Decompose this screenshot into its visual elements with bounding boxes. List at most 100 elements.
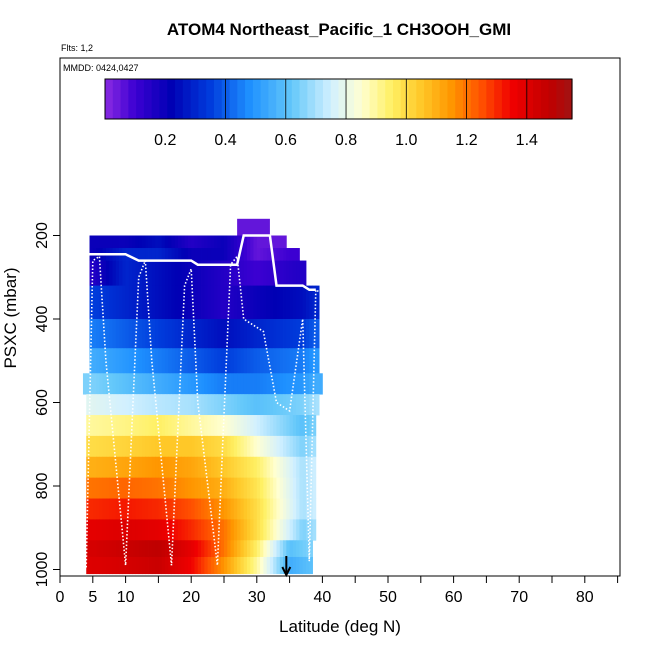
heatmap-cell xyxy=(128,556,133,575)
heatmap-cell xyxy=(194,285,199,320)
heatmap-cell xyxy=(279,348,284,374)
heatmap-cell xyxy=(306,319,310,349)
heatmap-cell xyxy=(217,498,222,520)
heatmap-cell xyxy=(158,248,163,261)
heatmap-cell xyxy=(86,456,90,479)
heatmap-cell xyxy=(210,415,215,437)
heatmap-cell xyxy=(256,540,261,558)
heatmap-cell xyxy=(145,319,149,349)
heatmap-cell xyxy=(299,285,304,320)
heatmap-cell xyxy=(286,498,290,520)
heatmap-cell xyxy=(184,415,189,437)
heatmap-cell xyxy=(240,260,245,286)
heatmap-cell xyxy=(191,456,195,479)
heatmap-cell xyxy=(253,415,258,437)
heatmap-cell xyxy=(119,435,123,458)
flights-label: Flts: 1,2 xyxy=(61,43,93,53)
heatmap-cell xyxy=(269,498,274,520)
heatmap-cell xyxy=(168,248,172,261)
colorbar-tick-label: 0.6 xyxy=(275,132,297,149)
heatmap-cell xyxy=(243,285,248,320)
heatmap-cell xyxy=(171,235,176,249)
heatmap-cell xyxy=(168,319,172,349)
heatmap-cell xyxy=(207,477,212,499)
colorbar-swatch xyxy=(268,79,277,119)
heatmap-cell xyxy=(128,540,133,558)
heatmap-cell xyxy=(292,348,297,374)
heatmap-cell xyxy=(286,540,290,558)
heatmap-cell xyxy=(204,477,208,499)
heatmap-cell xyxy=(256,285,261,320)
heatmap-cell xyxy=(151,319,156,349)
heatmap-cell xyxy=(250,415,254,437)
heatmap-cell xyxy=(263,319,268,349)
heatmap-cell xyxy=(292,260,297,286)
heatmap-cell xyxy=(128,415,133,437)
heatmap-cell xyxy=(92,260,97,286)
heatmap-cell xyxy=(214,319,218,349)
heatmap-cell xyxy=(115,285,120,320)
heatmap-cell xyxy=(214,477,218,499)
colorbar-swatch xyxy=(105,79,114,119)
heatmap-cell xyxy=(155,394,159,416)
heatmap-cell xyxy=(89,519,94,541)
colorbar-swatch xyxy=(128,79,137,119)
heatmap-cell xyxy=(164,348,169,374)
heatmap-cell xyxy=(164,556,169,575)
heatmap-cell xyxy=(194,260,199,286)
heatmap-cell xyxy=(112,373,117,395)
heatmap-cell xyxy=(207,285,212,320)
heatmap-cell xyxy=(273,498,277,520)
colorbar-swatch xyxy=(284,79,293,119)
heatmap-cell xyxy=(115,260,120,286)
heatmap-cell xyxy=(217,235,222,249)
heatmap-cell xyxy=(289,519,294,541)
heatmap-cell xyxy=(207,319,212,349)
colorbar-tick-label: 1.0 xyxy=(395,132,417,149)
heatmap-cell xyxy=(138,248,143,261)
heatmap-cell xyxy=(207,540,212,558)
heatmap-cell xyxy=(148,319,153,349)
heatmap-cell xyxy=(269,348,274,374)
heatmap-cell xyxy=(266,248,271,261)
colorbar-swatch xyxy=(494,79,503,119)
heatmap-cell xyxy=(266,373,271,395)
colorbar-swatch xyxy=(330,79,340,119)
heatmap-cell xyxy=(158,477,163,499)
heatmap-cell xyxy=(181,477,186,499)
heatmap-cell xyxy=(273,456,277,479)
heatmap-cell xyxy=(181,373,186,395)
heatmap-cell xyxy=(115,319,120,349)
heatmap-cell xyxy=(201,348,205,374)
heatmap-cell xyxy=(161,556,166,575)
heatmap-cell xyxy=(243,435,248,458)
heatmap-cell xyxy=(253,556,258,575)
heatmap-cell xyxy=(151,394,156,416)
heatmap-cell xyxy=(197,556,202,575)
heatmap-cell xyxy=(217,394,222,416)
heatmap-cell xyxy=(158,519,163,541)
heatmap-cell xyxy=(128,456,133,479)
heatmap-cell xyxy=(171,348,176,374)
heatmap-cell xyxy=(269,456,274,479)
heatmap-cell xyxy=(164,435,169,458)
heatmap-cell xyxy=(233,248,238,261)
heatmap-cell xyxy=(164,415,169,437)
heatmap-cell xyxy=(112,319,117,349)
heatmap-cell xyxy=(191,435,195,458)
heatmap-cell xyxy=(217,415,222,437)
heatmap-cell xyxy=(128,260,133,286)
heatmap-cell xyxy=(289,456,294,479)
heatmap-cell xyxy=(168,415,172,437)
heatmap-cell xyxy=(122,556,126,575)
heatmap-cell xyxy=(250,319,254,349)
heatmap-cell xyxy=(263,456,268,479)
heatmap-cell xyxy=(217,348,222,374)
heatmap-cell xyxy=(283,248,287,261)
heatmap-cell xyxy=(224,519,228,541)
heatmap-cell xyxy=(142,248,146,261)
heatmap-cell xyxy=(105,348,110,374)
heatmap-cell xyxy=(289,498,294,520)
heatmap-cell xyxy=(92,519,97,541)
colorbar-swatch xyxy=(392,79,402,119)
